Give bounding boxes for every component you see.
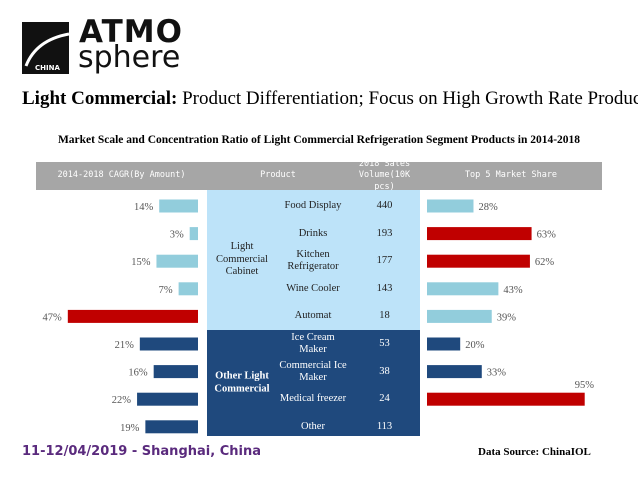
share-label: 20% <box>465 340 485 351</box>
cagr-bar <box>178 282 198 296</box>
share-label: 28% <box>478 202 498 213</box>
cagr-bar <box>189 227 198 241</box>
sales-volume: 38 <box>379 365 390 377</box>
header-sales: 2018 Sales Volume(10K pcs) <box>349 159 420 192</box>
cagr-bar <box>67 309 198 323</box>
product-name: Commercial Ice Maker <box>279 359 347 383</box>
group-light-commercial-cabinet <box>207 190 420 330</box>
headline-rest: Product Differentiation; Focus on High G… <box>177 88 638 109</box>
sales-volume: 18 <box>379 310 390 322</box>
cagr-bar <box>156 254 198 268</box>
group-label: Other Light Commercial <box>214 370 270 394</box>
logo-sphere: sphere <box>78 40 181 75</box>
event-date: 11-12/04/2019 - Shanghai, China <box>22 444 261 459</box>
cagr-label: 14% <box>134 202 154 213</box>
share-bar <box>427 337 461 351</box>
sales-volume: 143 <box>376 282 393 294</box>
group-other-light-commercial <box>207 330 420 436</box>
sales-volume: 53 <box>379 337 390 349</box>
cagr-label: 22% <box>112 395 132 406</box>
cagr-label: 47% <box>43 312 63 323</box>
product-name: Kitchen Refrigerator <box>287 249 339 273</box>
cagr-bar <box>139 337 198 351</box>
sales-volume: 113 <box>376 420 393 432</box>
logo-swoosh-icon: CHINA <box>24 32 70 72</box>
cagr-label: 7% <box>159 285 173 296</box>
share-bar <box>427 392 585 406</box>
product-name: Medical freezer <box>279 393 347 405</box>
chart-title: Market Scale and Concentration Ratio of … <box>57 134 581 146</box>
product-name: Drinks <box>298 227 328 239</box>
cagr-label: 21% <box>115 340 135 351</box>
share-bar <box>427 309 492 323</box>
share-label: 33% <box>487 368 507 379</box>
logo-china: CHINA <box>35 64 60 72</box>
header-share: Top 5 Market Share <box>420 162 602 190</box>
share-bar <box>427 199 474 213</box>
share-bar <box>427 282 499 296</box>
product-name: Ice Cream Maker <box>291 331 335 355</box>
logo-badge: CHINA <box>22 22 70 74</box>
cagr-bar <box>137 392 198 406</box>
cagr-bar <box>153 365 198 379</box>
cagr-bar <box>159 199 198 213</box>
product-name: Food Display <box>284 199 342 211</box>
headline-bold: Light Commercial: <box>22 88 178 109</box>
share-label: 63% <box>537 230 557 241</box>
share-label: 95% <box>575 380 595 391</box>
headline: Light Commercial: Product Differentiatio… <box>22 88 638 110</box>
share-label: 43% <box>503 285 523 296</box>
share-bar <box>427 365 482 379</box>
header-product: Product <box>207 162 349 190</box>
share-label: 39% <box>497 312 517 323</box>
product-name: Automat <box>294 310 332 322</box>
product-name: Other <box>301 420 325 432</box>
group-label: Light Commercial Cabinet <box>216 241 268 278</box>
cagr-label: 19% <box>120 423 140 434</box>
share-bar <box>427 227 532 241</box>
cagr-label: 15% <box>131 257 151 268</box>
cagr-bar <box>145 420 198 434</box>
header-cagr: 2014-2018 CAGR(By Amount) <box>36 162 207 190</box>
product-name: Wine Cooler <box>286 282 340 294</box>
cagr-label: 16% <box>128 368 148 379</box>
sales-volume: 193 <box>376 227 393 239</box>
sales-volume: 440 <box>376 199 393 211</box>
data-source: Data Source: ChinaIOL <box>478 446 591 458</box>
sales-volume: 177 <box>376 255 393 267</box>
share-label: 62% <box>535 257 555 268</box>
sales-volume: 24 <box>379 393 390 405</box>
cagr-label: 3% <box>170 230 184 241</box>
share-bar <box>427 254 530 268</box>
logo-atmo: ATMO <box>79 14 183 50</box>
